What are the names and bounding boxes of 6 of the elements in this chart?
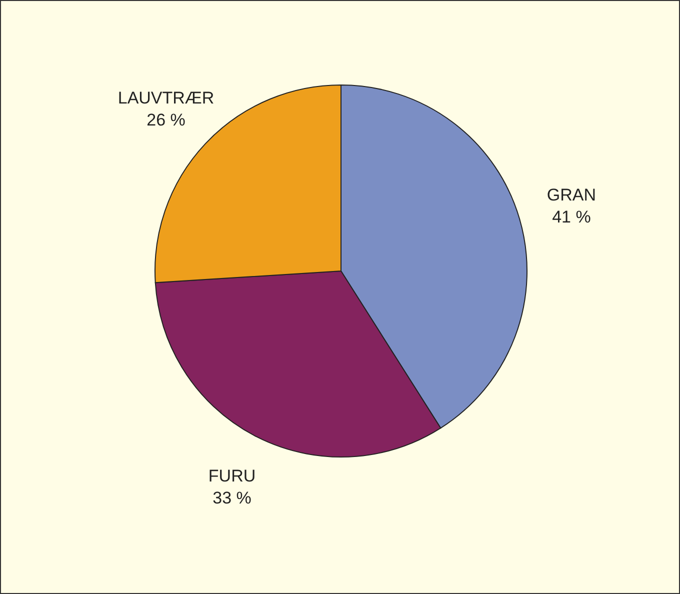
slice-label: LAUVTRÆR: [118, 88, 214, 108]
data-label: 26 %: [146, 110, 186, 130]
slice-label: GRAN: [546, 186, 596, 205]
data-label: 41 %: [552, 208, 591, 227]
slice-label: FURU: [208, 466, 256, 486]
data-label: 33 %: [212, 488, 252, 508]
